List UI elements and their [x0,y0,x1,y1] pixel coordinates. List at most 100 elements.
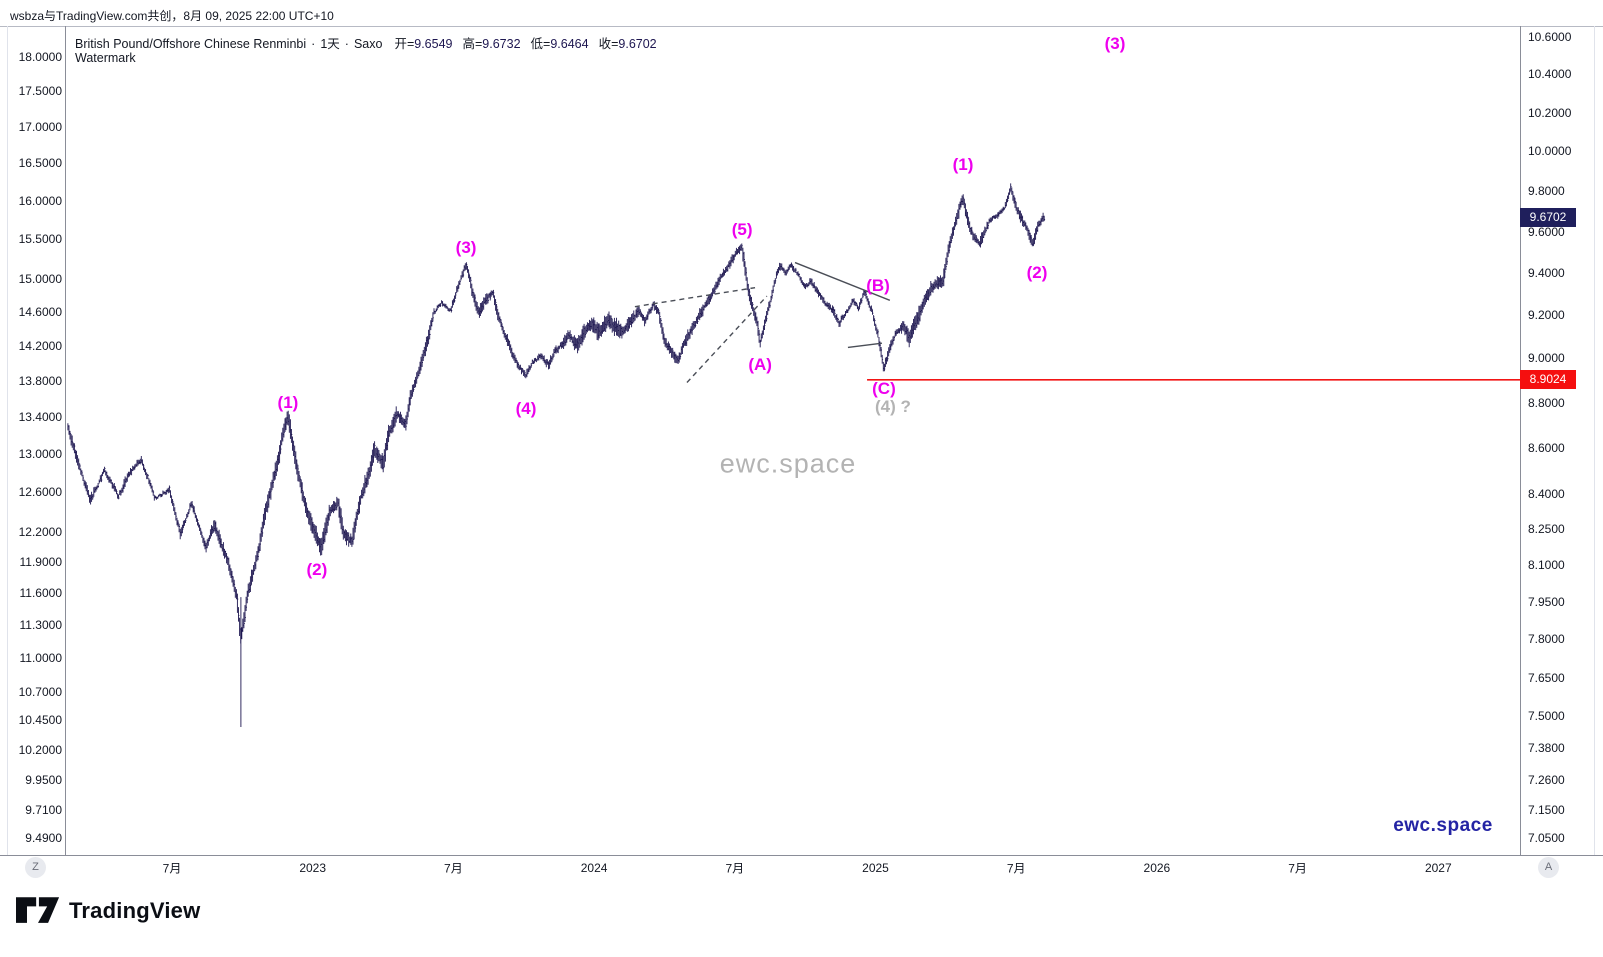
wave-label-3: (3) [455,238,477,258]
right-axis-tick: 9.6000 [1528,224,1565,239]
left-axis-tick: 9.7100 [25,803,62,817]
right-axis-tick: 10.4000 [1528,67,1572,82]
left-price-axis-border [65,26,66,881]
alert-price-badge: 8.9024 [1520,370,1576,390]
dashed-trend-line[interactable] [634,286,756,308]
left-axis-tick: 17.0000 [18,119,62,134]
dashed-trend-line[interactable] [686,295,768,383]
wave-label-3: (3) [1104,34,1126,54]
left-axis-tick: 12.6000 [18,485,62,500]
time-axis[interactable] [0,855,1603,882]
high-label: 高= [462,37,483,51]
right-axis-tick: 10.6000 [1528,30,1572,44]
right-axis-tick: 7.5000 [1528,709,1565,724]
time-axis-tick: 7月 [444,861,463,876]
logarithmic-scale-button[interactable]: Z [25,857,46,878]
left-axis-tick: 18.0000 [18,50,62,64]
wave-label-2: (2) [1026,262,1048,282]
right-axis-tick: 7.3800 [1528,741,1565,756]
left-axis-tick: 10.2000 [18,742,62,757]
left-axis-tick: 13.8000 [18,374,62,389]
left-axis-tick: 11.6000 [19,586,63,601]
left-axis-tick: 16.0000 [18,193,62,208]
low-value: 9.6464 [550,37,589,51]
left-axis-tick: 11.9000 [19,554,63,569]
right-axis-tick: 7.1500 [1528,803,1565,818]
left-axis-tick: 14.6000 [18,305,62,320]
right-axis-tick: 8.4000 [1528,486,1565,501]
exchange-label: Saxo [353,37,383,51]
right-axis-tick: 10.0000 [1528,144,1572,159]
left-axis-tick: 16.5000 [18,156,62,171]
wave-label-4: (4) ? [874,396,911,416]
wave-label-1: (1) [277,392,299,412]
wave-label-1: (1) [952,155,974,175]
chart-frame-top [0,26,1603,27]
tradingview-logo-text: TradingView [69,898,201,923]
right-axis-tick: 7.2600 [1528,773,1565,788]
right-axis-tick: 9.8000 [1528,184,1565,199]
ewc-space-watermark: ewc.space [719,448,857,479]
open-label: 开= [394,37,415,51]
left-axis-tick: 14.2000 [18,339,62,354]
right-axis-tick: 8.6000 [1528,440,1565,455]
time-axis-tick: 2025 [862,861,889,875]
time-axis-tick: 7月 [162,861,182,876]
right-axis-tick: 7.9500 [1528,595,1565,609]
wave-label-5: (5) [731,219,753,239]
right-axis-tick: 8.1000 [1528,558,1565,573]
left-axis-tick: 10.4500 [18,713,62,728]
solid-trend-line[interactable] [847,342,883,349]
time-axis-tick: 7月 [1006,861,1026,876]
right-axis-tick: 9.2000 [1528,308,1565,323]
left-axis-tick: 11.3000 [19,617,63,632]
left-axis-tick: 9.9500 [25,773,62,788]
tradingview-logo-icon [16,897,60,923]
ewc-space-brand: ewc.space [1393,815,1493,836]
left-axis-tick: 15.0000 [18,272,62,287]
legend-separator: · [311,37,316,51]
time-axis-tick: 7月 [725,861,745,876]
wave-label-2: (2) [306,560,328,580]
symbol-name[interactable]: British Pound/Offshore Chinese Renminbi [75,37,307,51]
indicator-legend-watermark[interactable]: Watermark [75,51,136,65]
wave-label-C: (C) [872,379,896,399]
tradingview-logo[interactable]: TradingView [16,897,200,925]
auto-scale-button[interactable]: A [1538,857,1559,878]
wave-label-B: (B) [866,275,890,295]
close-value: 9.6702 [618,37,657,51]
solid-trend-line[interactable] [794,261,891,301]
right-axis-tick: 9.4000 [1528,265,1565,280]
right-axis-tick: 8.2500 [1528,522,1565,537]
close-label: 收= [598,37,619,51]
time-axis-tick: 7月 [1288,861,1307,876]
time-axis-tick: 2027 [1424,861,1452,875]
last-price-badge: 9.6702 [1520,207,1576,227]
time-axis-tick: 2026 [1143,861,1171,875]
right-axis-tick: 7.8000 [1528,632,1565,647]
symbol-legend[interactable]: British Pound/Offshore Chinese Renminbi ·… [75,33,667,52]
left-axis-tick: 13.0000 [18,447,62,461]
attribution-text: wsbza与TradingView.com共创，8月 09, 2025 22:0… [10,9,334,23]
right-price-axis-border [1520,26,1521,881]
left-axis-tick: 13.4000 [18,410,62,425]
right-axis-tick: 10.2000 [1528,105,1572,120]
right-axis-tick: 7.0500 [1528,830,1565,845]
time-axis-tick: 2024 [580,861,608,875]
right-axis-tick: 7.6500 [1528,670,1565,685]
low-label: 低= [530,37,551,51]
right-axis-tick: 9.0000 [1528,351,1565,366]
wave-label-4: (4) [515,399,537,419]
left-axis-tick: 9.4900 [25,830,62,845]
high-value: 9.6732 [482,37,521,51]
right-axis-tick: 8.8000 [1528,395,1565,410]
ohlc-values: 开=9.6549 高=9.6732 低=9.6464 收=9.6702 [394,37,666,51]
open-value: 9.6549 [414,37,453,51]
interval-label[interactable]: 1天 [320,37,340,51]
ohlc-bars [67,183,1046,727]
left-axis-tick: 11.0000 [19,650,63,665]
left-axis-tick: 15.5000 [18,232,62,247]
left-axis-tick: 12.2000 [18,524,62,539]
wave-label-A: (A) [748,354,772,374]
